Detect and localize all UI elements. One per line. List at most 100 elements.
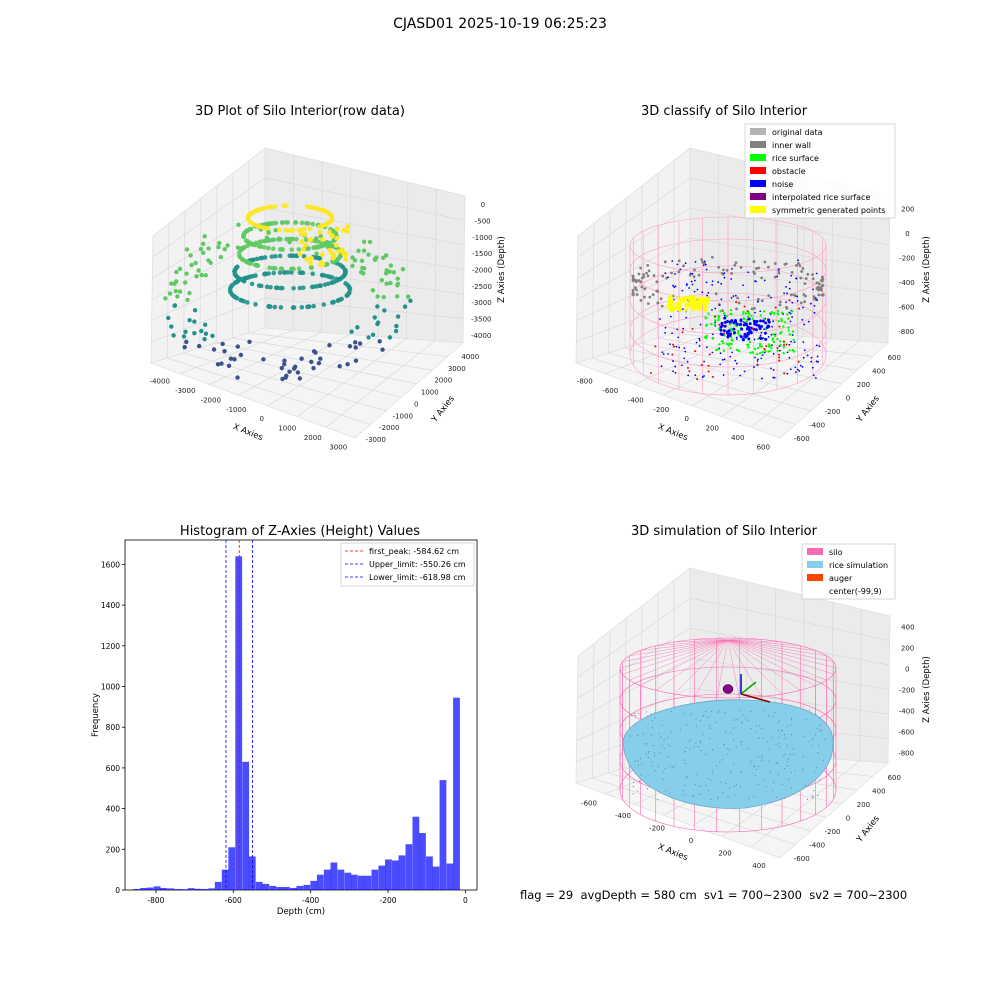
classify-rice-surface-point [792,338,795,342]
classify-noise-point [688,287,691,289]
raw-surface-point [291,266,296,272]
classify-inner-wall-point [639,298,643,302]
classify-noise-point [793,341,796,343]
sim-grid-line [576,687,691,741]
classify-inner-wall-point [785,307,789,310]
sim-rice-mesh-point [755,731,757,733]
classify-noise-cluster-point [732,321,736,325]
raw-grid-line [264,207,465,246]
sim-rice-mesh-point [784,737,786,739]
sim-z-tick-label: 0 [905,666,909,674]
classify-x-tick-label: 200 [706,425,719,433]
classify-noise-point [698,337,701,340]
classify-inner-wall-point [637,272,641,276]
classify-noise-point [783,292,786,295]
raw-x-axis-label: X Axies [231,422,264,443]
classify-rice-surface-point [743,317,746,321]
raw-scatter-point [192,331,197,336]
classify-symmetric-point [693,303,698,308]
classify-noise-point [676,328,679,331]
sim-rice-mesh-point [658,752,661,754]
classify-noise-point [753,338,756,341]
histogram-bar [330,862,338,890]
classify-rice-surface-point [782,345,785,349]
classify-noise-cluster-point [760,325,764,329]
sim-rice-mesh-point [818,744,820,747]
classify-noise-point [695,341,698,344]
classify-inner-wall-point [736,296,740,300]
classify-rice-surface-point [788,333,792,336]
classify-noise-point [731,267,733,270]
classify-obstacle-point [694,350,697,353]
sim-rice-mesh-point [684,751,686,753]
sim-rice-mesh-point [734,794,736,796]
histogram-bar [221,869,229,890]
classify-noise-point [705,268,708,271]
sim-grid-line [576,657,691,720]
sim-rice-mesh-point [811,795,813,797]
sim-rice-mesh-point [751,760,753,762]
classify-inner-wall-point [647,269,651,273]
raw-top-point [333,242,339,248]
histogram-y-tick-label: 1400 [101,601,120,610]
sim-rice-mesh-point [819,724,822,727]
classify-noise-point [786,351,789,354]
classify-noise-point [660,365,663,368]
sim-rice-mesh-point [757,783,759,786]
sim-rice-mesh-point [813,790,815,792]
sim-rice-mesh-point [808,709,811,711]
raw-surface-point [278,285,284,291]
raw-scatter-point [228,356,234,361]
raw-grid-line [216,342,417,385]
sim-legend-label: auger [829,574,853,583]
classify-grid-line [750,340,860,428]
sim-rice-mesh-point [663,739,665,741]
classify-inner-wall-point [789,293,793,297]
sim-rice-mesh-point [651,761,653,763]
raw-scatter-point [350,255,355,260]
sim-rice-mesh-point [816,767,818,769]
raw-surface-point [332,279,337,285]
classify-noise-point [714,321,717,323]
classify-noise-point [772,320,775,323]
sim-rice-mesh-point [697,746,700,748]
sim-rice-mesh-point [664,767,666,770]
classify-obstacle-point [756,363,759,366]
sim-rice-mesh-point [632,786,635,788]
raw-surface-point [232,268,237,274]
sim-rice-mesh-point [819,730,821,732]
histogram-bar [167,888,175,890]
classify-noise-point [711,280,714,283]
classify-noise-point [796,300,799,302]
sim-rice-mesh-point [712,773,714,775]
sim-rice-mesh-point [686,776,689,778]
sim-rice-mesh-point [802,770,804,772]
classify-obstacle-point [763,347,766,350]
raw-scatter-point [174,269,179,275]
sim-rice-mesh-point [682,789,684,791]
histogram-y-tick-label: 1600 [101,560,120,569]
raw-grid-line [296,338,407,417]
sim-rice-mesh-point [658,733,660,735]
raw-top-point [301,247,306,252]
histogram-bar [426,856,433,890]
sim-rice-mesh-point [699,720,701,722]
sim-x-tick-label: -200 [649,824,665,832]
sim-x-tick-label: 0 [689,837,693,845]
classify-obstacle-point [686,366,689,369]
classify-rice-surface-point [786,313,789,316]
classify-inner-wall-point [661,274,665,278]
classify-obstacle-point [649,371,652,374]
raw-surface-point [266,245,271,251]
classify-noise-point [667,353,670,355]
raw-x-tick-label: -3000 [175,387,195,395]
sim-silo-roof-wire [727,639,783,643]
sim-rice-mesh-point [778,742,780,744]
classify-3d-panel: -800-600-400-2000200400600-600-400-20002… [574,123,932,451]
classify-noise-point [813,304,816,307]
sim-rice-mesh-point [705,753,707,756]
sim-rice-mesh-point [728,749,730,751]
raw-surface-point [262,225,267,231]
raw-scatter-point [202,322,208,327]
sim-rice-mesh-point [722,792,724,794]
